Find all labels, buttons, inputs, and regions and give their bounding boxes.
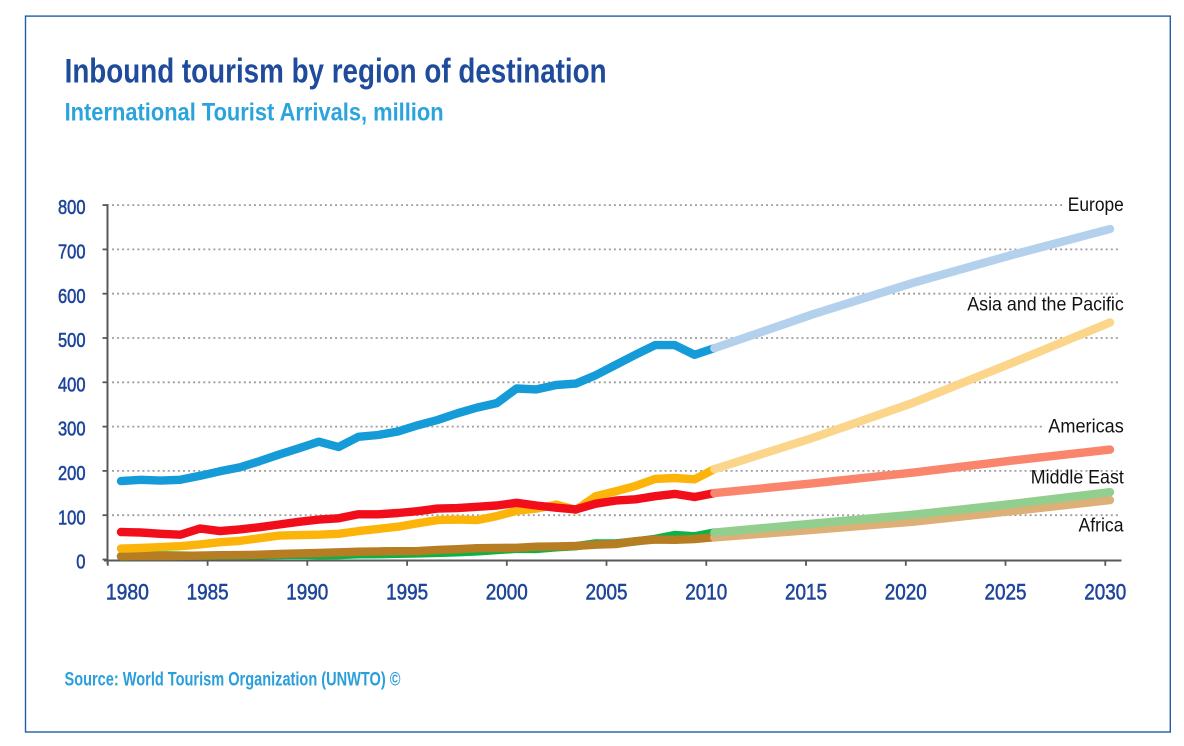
svg-text:International Tourist Arrivals: International Tourist Arrivals, million — [65, 98, 444, 126]
svg-text:1985: 1985 — [187, 580, 229, 605]
svg-text:2005: 2005 — [586, 580, 628, 605]
svg-text:500: 500 — [58, 330, 86, 352]
svg-text:400: 400 — [58, 374, 86, 396]
svg-text:Middle East: Middle East — [1031, 466, 1125, 488]
svg-text:Inbound tourism by region of d: Inbound tourism by region of destination — [65, 52, 607, 90]
svg-text:1990: 1990 — [286, 580, 328, 605]
svg-text:2030: 2030 — [1084, 580, 1126, 605]
svg-text:Source: World Tourism Organiza: Source: World Tourism Organization (UNWT… — [65, 670, 401, 691]
svg-text:Africa: Africa — [1079, 514, 1124, 536]
svg-text:1980: 1980 — [106, 580, 149, 605]
svg-text:200: 200 — [58, 463, 86, 485]
svg-text:2010: 2010 — [685, 580, 727, 605]
svg-text:700: 700 — [58, 242, 86, 264]
svg-text:100: 100 — [58, 507, 86, 529]
svg-text:600: 600 — [58, 286, 86, 308]
svg-text:800: 800 — [58, 197, 86, 219]
svg-text:2020: 2020 — [885, 580, 927, 605]
svg-text:300: 300 — [58, 419, 86, 441]
svg-text:0: 0 — [76, 552, 85, 574]
svg-text:2015: 2015 — [785, 580, 827, 605]
svg-text:Americas: Americas — [1048, 415, 1124, 437]
svg-text:2025: 2025 — [985, 580, 1027, 605]
svg-text:Europe: Europe — [1068, 194, 1124, 216]
svg-text:2000: 2000 — [486, 580, 528, 605]
svg-text:Asia and the Pacific: Asia and the Pacific — [967, 293, 1124, 315]
svg-text:1995: 1995 — [386, 580, 428, 605]
